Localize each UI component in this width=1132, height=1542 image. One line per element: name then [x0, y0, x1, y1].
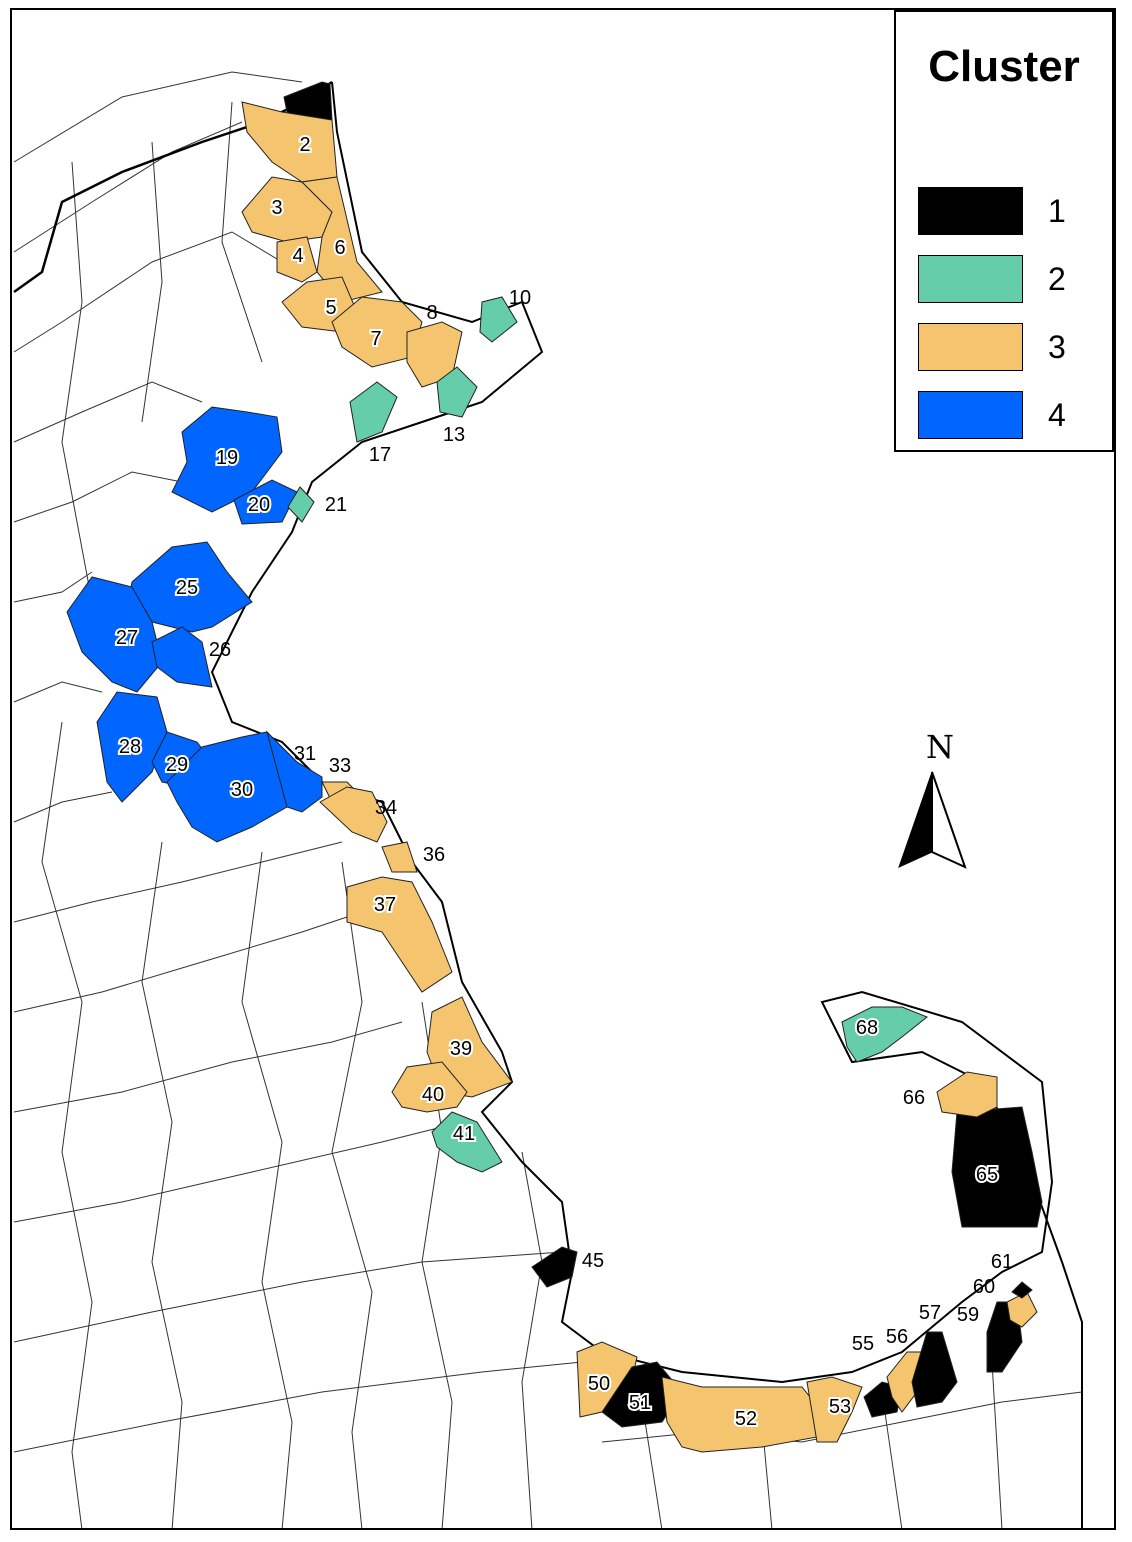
region-label-37: 37	[374, 894, 396, 916]
region-label-65: 65	[976, 1164, 998, 1186]
north-arrow-left-half	[898, 771, 933, 868]
region-34[interactable]	[319, 786, 388, 843]
north-arrow-right-half	[931, 771, 967, 869]
region-label-50: 50	[588, 1373, 610, 1395]
region-label-30: 30	[231, 779, 253, 801]
region-31[interactable]	[266, 730, 323, 813]
north-arrow-label: N	[926, 728, 954, 766]
region-label-2: 2	[299, 134, 310, 156]
legend-swatch-3	[918, 323, 1023, 371]
municipal-boundaries	[13, 71, 1083, 1528]
region-53[interactable]	[806, 1376, 863, 1443]
region-label-33: 33	[329, 755, 351, 777]
region-37[interactable]	[346, 876, 453, 993]
legend-label-2: 2	[1048, 261, 1066, 297]
region-label-19: 19	[216, 447, 238, 469]
region-label-17: 17	[369, 444, 391, 466]
north-arrow	[898, 771, 967, 869]
region-label-52: 52	[735, 1408, 757, 1430]
region-36[interactable]	[381, 841, 418, 873]
region-label-36: 36	[423, 844, 445, 866]
legend-label-4: 4	[1048, 397, 1066, 433]
legend-item-4: 4	[918, 391, 1098, 441]
region-10[interactable]	[479, 296, 518, 343]
region-label-25: 25	[176, 577, 198, 599]
legend-label-3: 3	[1048, 329, 1066, 365]
region-label-29: 29	[166, 754, 188, 776]
region-label-31: 31	[294, 743, 316, 765]
region-label-34: 34	[375, 797, 397, 819]
region-label-13: 13	[443, 424, 465, 446]
region-label-28: 28	[119, 736, 141, 758]
coastline	[210, 81, 1083, 1528]
region-label-55: 55	[852, 1333, 874, 1355]
region-68[interactable]	[841, 1006, 928, 1063]
legend-swatch-4	[918, 391, 1023, 439]
region-label-57: 57	[919, 1302, 941, 1324]
region-label-21: 21	[325, 494, 347, 516]
region-label-56: 56	[886, 1326, 908, 1348]
region-label-6: 6	[334, 237, 345, 259]
region-label-1: 1	[302, 95, 313, 117]
region-label-7: 7	[370, 328, 381, 350]
region-21[interactable]	[287, 486, 315, 523]
region-label-26: 26	[209, 639, 231, 661]
region-4[interactable]	[276, 236, 318, 283]
region-label-8: 8	[426, 302, 437, 324]
region-label-59: 59	[957, 1304, 979, 1326]
legend: Cluster 1 2 3 4	[894, 10, 1114, 452]
region-label-60: 60	[973, 1276, 995, 1298]
region-label-39: 39	[450, 1038, 472, 1060]
region-57[interactable]	[911, 1331, 958, 1408]
region-66[interactable]	[936, 1071, 998, 1118]
legend-label-1: 1	[1048, 193, 1066, 229]
region-45[interactable]	[531, 1246, 578, 1288]
region-label-51: 51	[629, 1392, 651, 1414]
legend-item-1: 1	[918, 187, 1098, 237]
region-17[interactable]	[349, 381, 398, 443]
cluster-regions	[66, 81, 1043, 1453]
region-13[interactable]	[436, 366, 478, 418]
region-label-10: 10	[509, 287, 531, 309]
region-label-66: 66	[903, 1087, 925, 1109]
legend-swatch-1	[918, 187, 1023, 235]
region-26[interactable]	[151, 626, 213, 688]
region-19[interactable]	[171, 406, 283, 513]
region-41[interactable]	[431, 1111, 503, 1173]
legend-item-2: 2	[918, 255, 1098, 305]
legend-item-3: 3	[918, 323, 1098, 373]
region-label-20: 20	[248, 494, 270, 516]
legend-title: Cluster	[928, 42, 1080, 91]
region-label-4: 4	[292, 245, 303, 267]
region-label-3: 3	[271, 197, 282, 219]
region-label-68: 68	[856, 1017, 878, 1039]
region-label-53: 53	[829, 1396, 851, 1418]
region-label-40: 40	[422, 1084, 444, 1106]
region-label-41: 41	[453, 1123, 475, 1145]
region-65[interactable]	[951, 1106, 1043, 1228]
region-61[interactable]	[1011, 1281, 1033, 1299]
region-label-27: 27	[116, 627, 138, 649]
region-label-45: 45	[582, 1250, 604, 1272]
legend-swatch-2	[918, 255, 1023, 303]
region-40[interactable]	[391, 1061, 468, 1113]
region-label-61: 61	[991, 1251, 1013, 1273]
region-label-5: 5	[325, 297, 336, 319]
